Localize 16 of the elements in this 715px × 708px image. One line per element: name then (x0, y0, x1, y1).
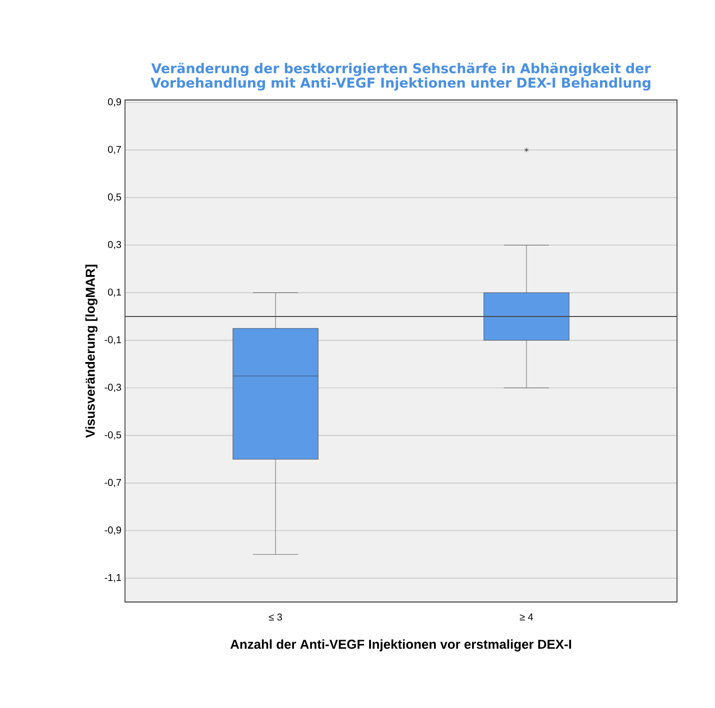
y-tick-label: -0,5 (104, 431, 122, 440)
y-tick-label: -1,1 (104, 574, 122, 582)
x-tick-label: ≥ 4 (520, 613, 534, 620)
chart-title: Veränderung der bestkorrigierten Sehschärfe in Abhängigkeit der Vorbehandlung mit Anti-VEGF Injektionen unter DEX-I Behandlung (150, 62, 651, 90)
y-tick-label: 0,1 (108, 288, 122, 297)
y-tick-label: -0,3 (104, 384, 122, 392)
x-axis-title: Anzahl der Anti-VEGF Injektionen vor erstmaliger DEX-I (230, 639, 572, 652)
x-tick-label: ≤ 3 (268, 613, 282, 621)
y-tick-label: 0,5 (108, 193, 122, 202)
y-tick-label: -0,9 (104, 526, 122, 535)
y-tick-label: -0,1 (104, 336, 122, 344)
y-tick-label: 0,7 (108, 146, 121, 154)
y-tick-label: 0,3 (108, 241, 122, 250)
y-tick-label: -0,7 (104, 478, 121, 488)
y-tick-label: 0,9 (108, 98, 122, 106)
y-axis-title: Visusveränderung [logMAR] (85, 264, 98, 438)
